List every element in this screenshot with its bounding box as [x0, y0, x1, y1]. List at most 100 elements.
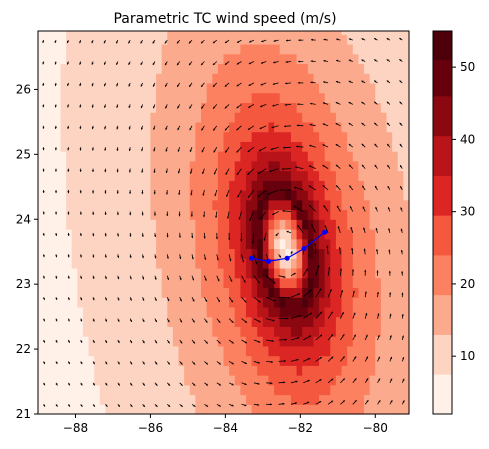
- heatmap-cell: [116, 375, 123, 386]
- heatmap-cell: [313, 34, 320, 45]
- heatmap-cell: [268, 112, 275, 123]
- heatmap-cell: [217, 53, 225, 65]
- heatmap-cell: [335, 31, 343, 35]
- heatmap-cell: [71, 384, 78, 396]
- heatmap-cell: [369, 228, 376, 240]
- wind-arrow-head: [272, 319, 275, 322]
- heatmap-cell: [330, 63, 337, 74]
- heatmap-cell: [279, 34, 286, 45]
- heatmap-cell: [88, 160, 95, 172]
- heatmap-cell: [60, 82, 67, 94]
- heatmap-cell: [184, 384, 191, 396]
- heatmap-cell: [302, 277, 309, 289]
- heatmap-cell: [341, 121, 348, 133]
- heatmap-cell: [234, 316, 241, 327]
- wind-arrow-head: [67, 62, 69, 65]
- heatmap-cell: [397, 297, 404, 308]
- heatmap-cell: [127, 43, 135, 55]
- wind-arrow-head: [67, 361, 70, 365]
- heatmap-cell: [324, 131, 331, 142]
- heatmap-cell: [341, 34, 348, 45]
- heatmap-cell: [43, 170, 50, 181]
- heatmap-cell: [392, 131, 399, 142]
- heatmap-cell: [223, 365, 230, 376]
- wind-arrow-head: [310, 81, 313, 84]
- heatmap-cell: [268, 73, 275, 84]
- heatmap-cell: [229, 53, 236, 65]
- heatmap-cell: [397, 102, 404, 113]
- wind-arrow-head: [319, 357, 322, 360]
- heatmap-cell: [82, 131, 90, 142]
- heatmap-cell: [43, 365, 50, 376]
- heatmap-cell: [290, 102, 298, 113]
- heatmap-cell: [217, 73, 225, 84]
- heatmap-cell: [296, 112, 303, 123]
- wind-arrow-head: [269, 170, 272, 173]
- heatmap-cell: [49, 277, 56, 289]
- heatmap-cell: [229, 375, 236, 386]
- heatmap-cell: [296, 170, 303, 181]
- wind-arrow-head: [298, 60, 301, 63]
- heatmap-cell: [49, 384, 56, 396]
- heatmap-cell: [184, 238, 191, 250]
- heatmap-cell: [133, 190, 140, 201]
- heatmap-cell: [251, 355, 258, 366]
- heatmap-cell: [290, 63, 298, 74]
- wind-arrow-head: [352, 269, 355, 272]
- wind-arrow-head: [117, 362, 120, 365]
- heatmap-cell: [251, 306, 258, 318]
- heatmap-cell: [161, 345, 168, 357]
- wind-arrow-head: [236, 128, 239, 131]
- heatmap-cell: [397, 355, 404, 366]
- heatmap-cell: [364, 151, 371, 162]
- heatmap-cell: [403, 248, 410, 259]
- wind-arrow-head: [248, 195, 250, 198]
- heatmap-cell: [111, 219, 118, 230]
- heatmap-cell: [290, 345, 298, 357]
- heatmap-cell: [88, 180, 95, 191]
- wind-arrow-head: [308, 165, 312, 168]
- heatmap-cell: [127, 53, 135, 65]
- heatmap-cell: [245, 170, 253, 181]
- heatmap-cell: [88, 112, 95, 123]
- heatmap-cell: [375, 141, 382, 152]
- wind-arrow-head: [353, 334, 356, 337]
- heatmap-cell: [307, 297, 315, 308]
- heatmap-cell: [189, 190, 196, 201]
- heatmap-cell: [99, 63, 107, 74]
- heatmap-cell: [212, 102, 219, 113]
- wind-arrow-head: [399, 122, 402, 125]
- heatmap-cell: [380, 151, 388, 162]
- heatmap-cell: [290, 219, 298, 230]
- heatmap-cell: [195, 228, 202, 240]
- heatmap-cell: [313, 151, 320, 162]
- heatmap-cell: [127, 345, 135, 357]
- heatmap-cell: [54, 375, 62, 386]
- wind-arrow-head: [401, 314, 404, 317]
- wind-arrow-head: [248, 83, 251, 86]
- heatmap-cell: [195, 248, 202, 259]
- wind-arrow-head: [323, 205, 326, 208]
- heatmap-cell: [335, 355, 343, 366]
- wind-arrow-head: [153, 127, 156, 130]
- heatmap-cell: [274, 82, 281, 94]
- heatmap-cell: [71, 151, 78, 162]
- wind-arrow-head: [364, 269, 367, 272]
- heatmap-cell: [324, 404, 331, 415]
- heatmap-cell: [397, 287, 404, 298]
- heatmap-cell: [122, 131, 129, 142]
- wind-arrow-head: [212, 62, 216, 65]
- heatmap-cell: [313, 92, 320, 104]
- heatmap-cell: [229, 160, 236, 172]
- heatmap-cell: [111, 92, 118, 104]
- heatmap-cell: [139, 102, 146, 113]
- heatmap-cell: [49, 31, 56, 35]
- heatmap-cell: [111, 82, 118, 94]
- heatmap-cell: [257, 209, 264, 220]
- wind-arrow-head: [202, 171, 205, 174]
- heatmap-cell: [156, 160, 163, 172]
- heatmap-cell: [195, 258, 202, 269]
- heatmap-cell: [240, 151, 247, 162]
- heatmap-cell: [127, 277, 135, 289]
- heatmap-cell: [189, 267, 196, 279]
